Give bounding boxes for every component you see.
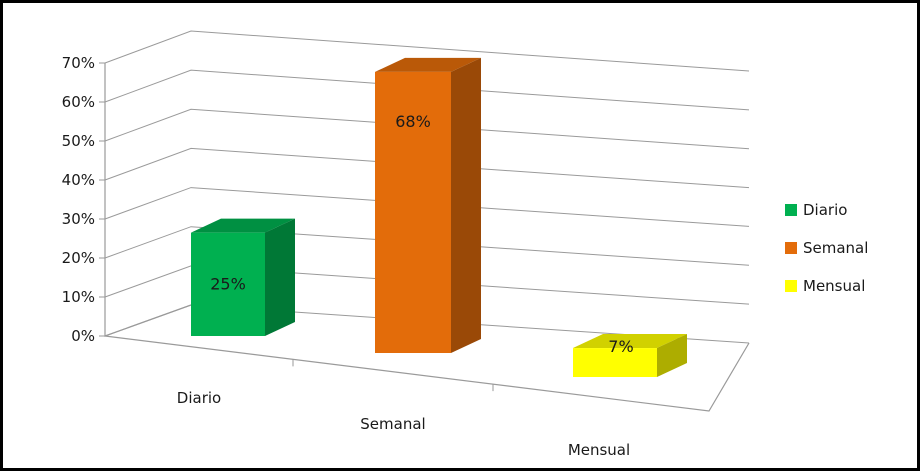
gridline <box>104 30 750 72</box>
y-tick-label: 0% <box>71 327 95 345</box>
legend: Diario Semanal Mensual <box>785 201 868 295</box>
y-tick-label: 30% <box>62 210 95 228</box>
bar-side-face <box>451 57 481 353</box>
bar-top-face <box>573 334 687 349</box>
bar-data-label: 7% <box>608 337 633 356</box>
floor-front-edge <box>104 335 750 412</box>
bar-mensual: 7% <box>573 334 687 377</box>
bar-top-face <box>375 57 481 72</box>
bar-top-face <box>191 218 295 233</box>
gridlines <box>104 30 750 344</box>
gridline <box>104 108 750 150</box>
bars: 25% 68% 7% <box>191 57 687 377</box>
y-tick-label: 20% <box>62 249 95 267</box>
bar-side-face <box>657 334 687 377</box>
gridline <box>104 187 750 227</box>
gridline <box>104 69 750 111</box>
legend-swatch <box>785 280 797 292</box>
bar-semanal: 68% <box>375 57 481 353</box>
legend-label: Mensual <box>803 277 865 295</box>
legend-label: Semanal <box>803 239 868 257</box>
bar-diario: 25% <box>191 218 295 336</box>
legend-swatch <box>785 242 797 254</box>
bar-side-face <box>265 218 295 336</box>
x-category-label: Semanal <box>360 415 425 433</box>
x-category-label: Mensual <box>568 441 630 459</box>
gridline <box>104 226 750 266</box>
x-category-label: Diario <box>177 389 221 407</box>
gridline <box>104 147 750 189</box>
y-axis-ticks: 0% 10% 20% 30% 40% 50% 60% 70% <box>62 54 105 345</box>
left-wall-edge <box>104 63 192 337</box>
y-tick-label: 10% <box>62 288 95 306</box>
legend-swatch <box>785 204 797 216</box>
x-axis-categories: Diario Semanal Mensual <box>177 359 630 459</box>
y-tick-label: 40% <box>62 171 95 189</box>
bar-chart-3d: 0% 10% 20% 30% 40% 50% 60% 70% 25% 68% 7% Diario S… <box>62 30 868 459</box>
legend-label: Diario <box>803 201 847 219</box>
y-tick-label: 70% <box>62 54 95 72</box>
bar-data-label: 25% <box>210 274 246 293</box>
bar-data-label: 68% <box>395 112 431 131</box>
bar-front-face <box>573 348 657 377</box>
y-tick-label: 50% <box>62 132 95 150</box>
bar-front-face <box>375 71 451 353</box>
bar-front-face <box>191 232 265 336</box>
y-tick-label: 60% <box>62 93 95 111</box>
